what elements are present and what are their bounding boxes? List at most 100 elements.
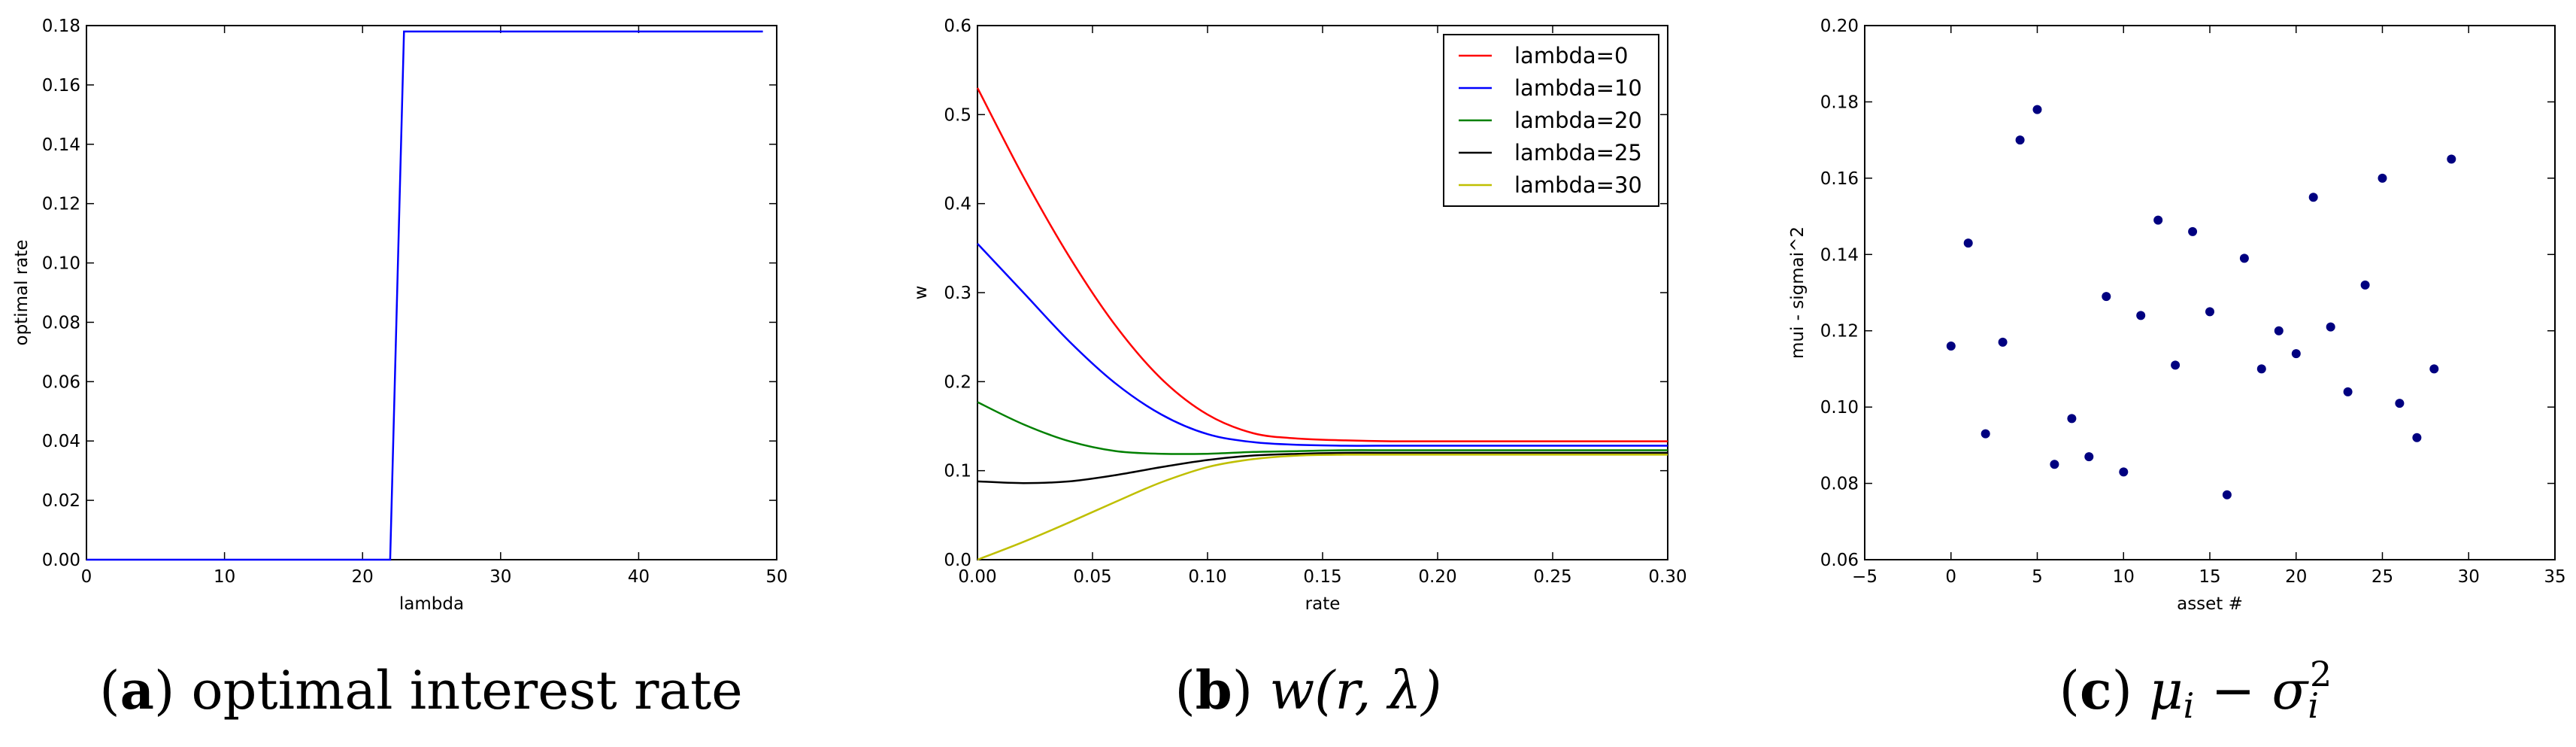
panel-c-xtick-label: 20: [2285, 567, 2307, 587]
panel-b: 0.00 0.05 0.10 0.15 0.20 0.25 0.30 0.0 0.1 0.2 0.3…: [911, 17, 1687, 721]
panel-c-point: [2256, 364, 2266, 374]
panel-c-point: [1998, 337, 2008, 347]
panel-c-point: [2015, 135, 2025, 145]
panel-c-point: [2067, 414, 2077, 424]
legend-label-3: lambda=25: [1514, 140, 1642, 165]
panel-a-xtick-label: 0: [81, 567, 92, 587]
panel-c-point: [2274, 326, 2284, 336]
panel-b-xtick-label: 0.20: [1418, 567, 1456, 587]
panel-c-ytick-label: 0.18: [1820, 93, 1859, 112]
panel-c-ytick-label: 0.20: [1820, 17, 1859, 36]
panel-c-xlabel: asset #: [2177, 594, 2243, 614]
panel-c-point: [2084, 452, 2094, 462]
panel-a-xtick-label: 20: [352, 567, 374, 587]
panel-a-xtick-label: 40: [628, 567, 650, 587]
panel-c-caption: (c) μi − σi2: [2059, 654, 2332, 726]
panel-c-ytick-label: 0.06: [1820, 551, 1859, 570]
panel-c-point: [2153, 215, 2163, 225]
panel-a-xtick-label: 30: [489, 567, 511, 587]
panel-b-xtick-label: 0.30: [1648, 567, 1687, 587]
panel-b-xlabel: rate: [1305, 594, 1341, 614]
panel-c-point: [1963, 238, 1973, 248]
panel-c-point: [2343, 387, 2353, 396]
panel-b-xtick-label: 0.10: [1188, 567, 1226, 587]
panel-a-xtick-label: 10: [214, 567, 235, 587]
panel-a-series-line: [86, 30, 763, 561]
panel-a-ytick-label: 0.18: [42, 17, 80, 36]
panel-c-point: [2377, 173, 2387, 183]
panel-c-point: [2171, 360, 2181, 370]
panel-c-point: [2032, 105, 2042, 114]
panel-b-ytick-label: 0.4: [944, 195, 971, 214]
panel-c-xtick-label: 35: [2544, 567, 2565, 587]
panel-b-series-line-2: [977, 401, 1668, 455]
panel-c-ytick-label: 0.10: [1820, 398, 1859, 418]
legend-label-4: lambda=30: [1514, 172, 1642, 198]
panel-a-caption: (a) optimal interest rate: [99, 659, 742, 721]
panel-a-ytick-label: 0.16: [42, 76, 80, 96]
panel-c-ytick-label: 0.14: [1820, 245, 1859, 265]
panel-a-xlabel: lambda: [399, 594, 464, 614]
panel-b-series-line-3: [977, 451, 1668, 484]
panel-b-series-line-1: [977, 243, 1668, 447]
panel-c-point: [2205, 307, 2214, 317]
panel-a-xtick-label: 50: [765, 567, 787, 587]
panel-b-series-line-0: [976, 87, 1668, 442]
panel-c-point: [2222, 490, 2232, 500]
panel-c-point: [2291, 349, 2301, 359]
panel-c-point: [2447, 154, 2456, 164]
panel-a-ytick-label: 0.04: [42, 432, 80, 451]
panel-c-frame: [1864, 25, 2556, 560]
panel-b-legend: lambda=0 lambda=10 lambda=20 lambda=25 l…: [1443, 34, 1659, 207]
panel-b-ytick-label: 0.6: [944, 17, 971, 36]
panel-c-xtick-label: 0: [1945, 567, 1956, 587]
panel-c-point: [2429, 364, 2439, 374]
panel-c-point: [2102, 292, 2111, 302]
panel-c-point: [2360, 280, 2370, 290]
panel-a-ytick-label: 0.12: [42, 195, 80, 214]
legend-label-0: lambda=0: [1514, 43, 1628, 68]
panel-b-series-line-4: [977, 454, 1668, 561]
legend-label-2: lambda=20: [1514, 108, 1642, 133]
panel-c-point: [2239, 254, 2249, 263]
panel-c-point: [2136, 311, 2146, 320]
panel-a-ytick-label: 0.10: [42, 254, 80, 274]
panel-b-caption: (b) w(r, λ): [1174, 659, 1441, 721]
panel-c-ylabel: mui - sigmai^2: [1788, 226, 1808, 359]
panel-c-point: [2395, 399, 2405, 408]
panel-c-point: [1980, 429, 1990, 439]
panel-a-ytick-label: 0.00: [42, 551, 80, 570]
panel-c-point: [2119, 467, 2129, 477]
panel-c-xtick-label: 15: [2199, 567, 2220, 587]
panel-a-ytick-label: 0.02: [42, 491, 80, 511]
panel-a-ytick-label: 0.14: [42, 135, 80, 155]
panel-a-ylabel: optimal rate: [12, 240, 32, 346]
panel-b-ytick-label: 0.1: [944, 462, 971, 481]
panel-c-xtick-label: 25: [2371, 567, 2393, 587]
legend-label-1: lambda=10: [1514, 75, 1642, 101]
panel-b-xtick-label: 0.25: [1533, 567, 1571, 587]
panel-b-ylabel: w: [911, 286, 931, 300]
panel-c-point: [2412, 433, 2422, 442]
panel-a-frame: [86, 25, 777, 560]
panel-a-ytick-label: 0.08: [42, 313, 80, 333]
panel-c-xtick-label: 30: [2458, 567, 2480, 587]
panel-c-point: [2050, 460, 2059, 469]
panel-b-xtick-label: 0.05: [1073, 567, 1111, 587]
panel-c-point: [2308, 193, 2318, 202]
panel-c-ytick-label: 0.16: [1820, 169, 1859, 189]
panel-c-point: [2326, 322, 2335, 332]
panel-b-ytick-label: 0.0: [944, 551, 971, 570]
panel-c-ytick-label: 0.12: [1820, 322, 1859, 342]
panel-c: −5 0 5 10 15 20 25 30 35 0.06 0.08 0.10 0.12 0.14 0.16…: [1788, 17, 2566, 726]
panel-b-ytick-label: 0.2: [944, 372, 971, 392]
panel-b-xtick-label: 0.00: [958, 567, 996, 587]
panel-c-xtick-label: 5: [2032, 567, 2043, 587]
panel-c-point: [2188, 226, 2198, 236]
panel-c-ytick-label: 0.08: [1820, 475, 1859, 494]
panel-b-xtick-label: 0.15: [1303, 567, 1341, 587]
panel-b-ytick-label: 0.5: [944, 105, 971, 125]
panel-a-ytick-label: 0.06: [42, 372, 80, 392]
panel-a: 0 10 20 30 40 50 0.00 0.02 0.04 0.06 0.08 0.10 0.12 0…: [12, 17, 788, 721]
